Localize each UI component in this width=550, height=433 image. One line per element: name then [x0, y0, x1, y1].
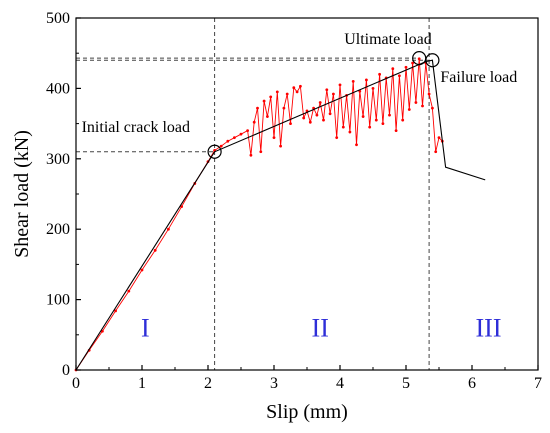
data-point [180, 205, 184, 209]
data-point [249, 153, 253, 157]
annotations: Initial crack load Ultimate load Failure l… [82, 31, 518, 342]
data-point [411, 61, 414, 65]
x-tick-label: 0 [72, 375, 80, 392]
y-tick-label: 100 [46, 292, 70, 309]
data-point [437, 136, 441, 140]
region-label: I [141, 313, 150, 342]
data-point [256, 106, 259, 110]
data-point [219, 144, 223, 148]
data-point [414, 101, 418, 104]
y-tick-label: 500 [46, 10, 70, 27]
data-point [381, 122, 385, 125]
data-point [289, 122, 292, 125]
data-point [398, 74, 401, 78]
data-point [295, 90, 299, 94]
data-point [233, 136, 236, 140]
data-point [371, 87, 375, 90]
data-point [368, 125, 372, 129]
data-point [374, 118, 378, 122]
data-point [404, 65, 408, 69]
data-point [127, 289, 131, 293]
data-point [140, 268, 144, 272]
key-point-label: Failure load [440, 69, 517, 86]
data-point [325, 88, 329, 92]
data-point [292, 86, 296, 90]
x-tick-label: 2 [204, 375, 212, 392]
data-point [259, 150, 263, 154]
data-point [279, 144, 282, 148]
axis-ticks: 0 1 2 3 4 5 6 7 0 100 200 300 400 500 [46, 10, 542, 392]
data-point [269, 95, 273, 99]
y-tick-label: 400 [46, 80, 70, 97]
data-point [332, 92, 335, 96]
data-point [378, 72, 381, 76]
y-tick-label: 300 [46, 151, 70, 168]
data-point [355, 143, 358, 147]
data-point [391, 67, 395, 71]
x-tick-label: 6 [468, 375, 476, 392]
series-line-measured [75, 58, 443, 371]
key-point-label: Ultimate load [344, 31, 432, 48]
data-point [335, 136, 339, 140]
data-point [275, 90, 279, 94]
data-point [282, 106, 286, 110]
x-tick-label: 5 [402, 375, 410, 392]
data-point [417, 57, 421, 61]
data-point [351, 79, 355, 83]
x-tick-label: 4 [336, 375, 344, 392]
data-point [388, 113, 391, 117]
region-label: III [476, 313, 502, 342]
data-point [266, 115, 269, 118]
data-point [434, 150, 438, 154]
series-line-trilinear-fit [75, 59, 486, 371]
region-label: II [312, 313, 329, 342]
data-point [299, 84, 302, 88]
data-point [246, 129, 250, 133]
data-point [328, 112, 332, 116]
reference-lines [76, 18, 433, 370]
data-point [114, 309, 117, 313]
data-point [427, 92, 431, 96]
data-point [401, 118, 405, 122]
data-point [302, 116, 306, 120]
data-point [338, 83, 342, 87]
data-point [285, 92, 289, 96]
data-point [322, 118, 325, 122]
x-axis-title: Slip (mm) [266, 401, 348, 423]
y-tick-label: 200 [46, 221, 70, 238]
data-point [153, 248, 157, 252]
data-point [315, 113, 319, 117]
key-point-marker [425, 53, 440, 68]
key-point-label: Initial crack load [82, 119, 190, 136]
x-tick-label: 1 [138, 375, 146, 392]
data-point [101, 329, 104, 333]
series-layer [74, 57, 486, 372]
x-tick-label: 3 [270, 375, 278, 392]
data-point [341, 125, 345, 129]
data-point [348, 130, 352, 134]
data-point [262, 99, 266, 103]
key-point-marker [207, 144, 222, 159]
data-point [239, 132, 243, 136]
data-point [167, 227, 170, 231]
data-point [308, 120, 312, 124]
data-point [394, 129, 398, 133]
marker-layer [207, 51, 440, 159]
x-tick-label: 7 [534, 375, 542, 392]
data-point [361, 115, 365, 118]
data-point [407, 108, 411, 111]
y-tick-label: 0 [62, 362, 70, 379]
data-point [318, 101, 322, 104]
data-point [365, 78, 368, 82]
data-point [431, 106, 434, 110]
data-point [421, 104, 424, 108]
data-point [272, 136, 276, 140]
data-point [226, 139, 230, 143]
y-axis-title: Shear load (kN) [11, 130, 33, 258]
data-point [252, 120, 256, 124]
